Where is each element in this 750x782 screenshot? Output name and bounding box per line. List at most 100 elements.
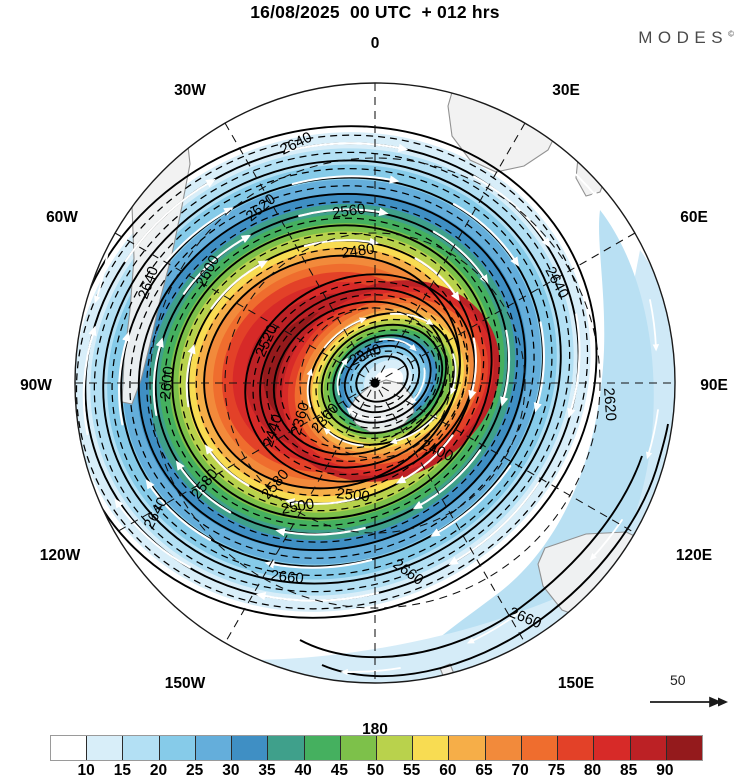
- streamline: [645, 409, 659, 460]
- globe-outline: [74, 82, 676, 684]
- streamline: [340, 667, 401, 676]
- streamline: [432, 230, 489, 285]
- streamline: [414, 257, 460, 302]
- streamline: [449, 353, 457, 396]
- streamline: [264, 558, 373, 569]
- lon-label-90E: 90E: [700, 377, 728, 394]
- reference-vector: 50: [648, 672, 740, 714]
- streamline: [649, 299, 660, 352]
- brand-text: MODES: [638, 28, 729, 47]
- streamline: [323, 427, 364, 447]
- map-canvas: 2640 2620 2560 2480 2600 2520 2440 2340 …: [20, 35, 728, 738]
- streamline: [124, 178, 216, 263]
- colorbar-tick: 90: [656, 762, 674, 779]
- colorbar-tick: 60: [439, 762, 457, 779]
- colorbar-cell: [666, 736, 702, 760]
- contour-label: 2600: [157, 365, 177, 400]
- colorbar-cell: [195, 736, 233, 760]
- filled-contours-layer: [75, 83, 675, 683]
- coast-tasmania: [617, 627, 639, 649]
- contour-label: 2500: [280, 495, 316, 518]
- streamline: [291, 175, 400, 186]
- contour-2480: [244, 273, 476, 483]
- streamline: [114, 498, 191, 569]
- colorbar-tick: 20: [149, 762, 168, 779]
- contour-label: 2560: [331, 200, 366, 221]
- contour-2540: [171, 224, 493, 520]
- streamline: [412, 449, 482, 510]
- streamline: [389, 312, 434, 326]
- streamline: [448, 481, 540, 566]
- contour-2600: [120, 176, 544, 568]
- contour-2460: [259, 287, 461, 469]
- colorbar-tick: 25: [186, 762, 204, 779]
- streamline: [409, 367, 426, 405]
- colorbar-tick: 15: [113, 762, 131, 779]
- streamline: [473, 175, 551, 248]
- reference-vector-arrow-icon: [650, 696, 728, 708]
- colorbar-tick: 70: [511, 762, 529, 779]
- lon-label-90W: 90W: [20, 377, 52, 394]
- colorbar-tick: 10: [77, 762, 95, 779]
- colorbar-cell: [594, 736, 631, 760]
- colorbar-tick: 40: [294, 762, 312, 779]
- streamline: [567, 313, 581, 419]
- copyright-icon: ©: [728, 29, 734, 39]
- contour-2660-pacific: [321, 423, 669, 678]
- colorbar-cell: [630, 736, 667, 760]
- colorbar-cell: [485, 736, 522, 760]
- contour-2470-dashed: [266, 294, 454, 462]
- colorbar: [50, 735, 703, 761]
- contour-2560: [154, 209, 510, 535]
- streamline: [346, 407, 385, 421]
- contour-2520: [187, 239, 477, 505]
- streamline: [118, 331, 131, 426]
- streamline: [298, 207, 389, 217]
- lon-label-150E: 150E: [558, 675, 594, 692]
- pole-marker: [370, 378, 380, 388]
- streamline: [323, 317, 367, 349]
- contour-2490-dashed: [252, 280, 468, 476]
- streamline: [306, 368, 313, 408]
- streamline: [210, 260, 269, 310]
- lon-label-30W: 30W: [174, 82, 206, 99]
- contour-2630-dashed: [93, 151, 571, 593]
- contour-2510-dashed: [195, 247, 469, 497]
- colorbar-tick: 80: [583, 762, 602, 779]
- contour-2650-dashed: [75, 134, 589, 610]
- colorbar-tick: 50: [366, 762, 385, 779]
- colorbar-cell: [376, 736, 414, 760]
- streamline: [204, 444, 250, 487]
- wind-streamlines-layer: [82, 119, 660, 676]
- contour-label: 2500: [336, 485, 371, 505]
- colorbar-cell: [413, 736, 450, 760]
- streamline: [500, 329, 511, 407]
- streamline: [559, 159, 599, 199]
- colorbar-cell: [123, 736, 160, 760]
- colorbar-tick-labels: 10 15 20 25 30 35 40 45 50 55 60 65 70 75 80 85 90: [50, 762, 703, 782]
- streamline: [379, 338, 417, 352]
- contour-label: 2660: [270, 567, 305, 587]
- contour-2660-pacific-b: [299, 455, 643, 659]
- streamline: [185, 343, 196, 408]
- streamline: [152, 337, 164, 416]
- lon-label-60W: 60W: [46, 209, 78, 226]
- colorbar-cell: [51, 736, 88, 760]
- lon-label-120W: 120W: [40, 547, 81, 564]
- streamline: [466, 611, 521, 644]
- colorbar-cell: [159, 736, 196, 760]
- lon-label-0: 0: [371, 35, 380, 52]
- lon-label-120E: 120E: [676, 547, 712, 564]
- contour-2580: [137, 192, 527, 552]
- contour-2550-dashed: [163, 217, 501, 527]
- streamline: [123, 119, 161, 171]
- colorbar-tick: 45: [330, 762, 348, 779]
- colorbar-tick: 85: [620, 762, 638, 779]
- lon-label-150W: 150W: [165, 675, 206, 692]
- streamline: [182, 234, 252, 295]
- streamline: [430, 465, 512, 537]
- streamline: [152, 207, 234, 279]
- colorbar-cell: [268, 736, 305, 760]
- streamline: [389, 415, 437, 445]
